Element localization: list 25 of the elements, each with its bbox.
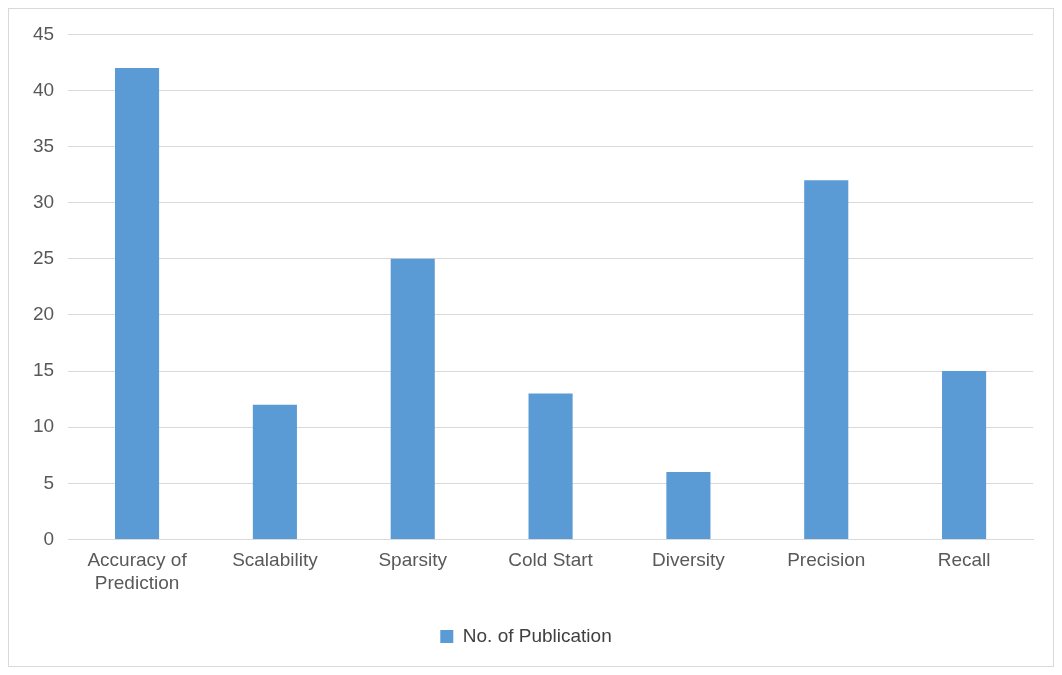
bar: [390, 258, 435, 539]
y-tick-label: 25: [32, 247, 55, 269]
y-tick-label: 5: [43, 471, 55, 493]
y-tick-label: 35: [32, 134, 55, 156]
y-tick-label: 30: [32, 190, 55, 212]
x-tick-label: Accuracy of Prediction: [87, 549, 188, 593]
x-tick-label: Recall: [937, 549, 991, 571]
bar: [115, 68, 160, 539]
x-tick-label: Scalability: [232, 549, 319, 571]
y-tick-label: 15: [32, 359, 55, 381]
y-tick-label: 40: [32, 78, 55, 100]
y-tick-label: 45: [32, 22, 55, 44]
bar: [252, 404, 297, 539]
bar: [942, 371, 987, 539]
bar: [528, 393, 573, 539]
x-tick-label: Diversity: [651, 549, 726, 571]
y-tick-label: 10: [32, 415, 55, 437]
legend-label: No. of Publication: [462, 624, 612, 646]
x-tick-label: Cold Start: [508, 549, 594, 571]
x-tick-label: Precision: [787, 549, 866, 571]
y-tick-label: 20: [32, 303, 55, 325]
bar: [666, 472, 711, 539]
bar: [804, 180, 849, 539]
y-tick-label: 0: [43, 527, 55, 549]
x-tick-label: Sparsity: [378, 549, 448, 571]
